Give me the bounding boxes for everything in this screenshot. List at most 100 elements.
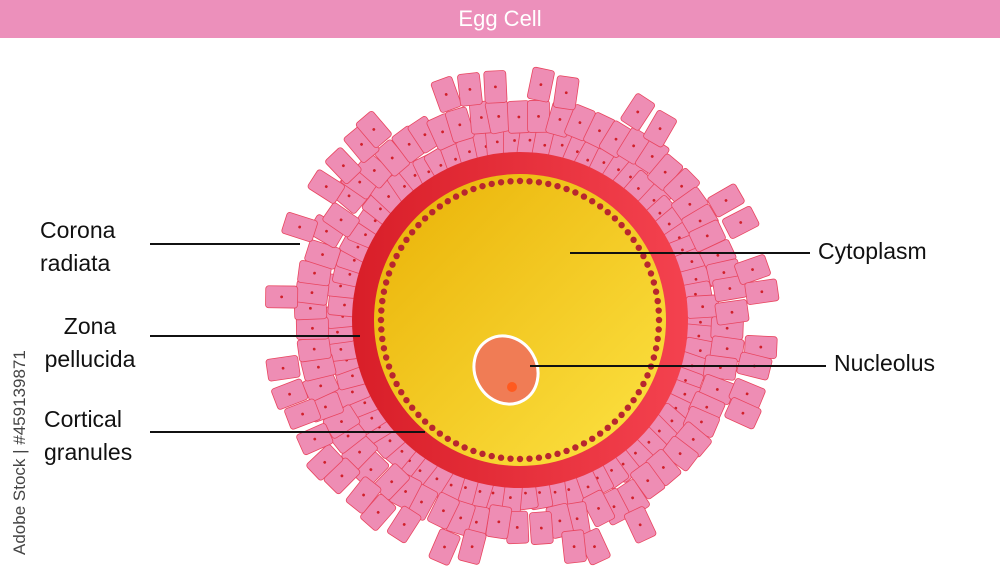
corona-cell-nucleus — [572, 545, 576, 548]
label-line: granules — [44, 439, 133, 465]
corona-cell-nucleus — [281, 366, 285, 370]
corona-cell-nucleus — [423, 133, 427, 137]
corona-cell — [281, 212, 318, 243]
cortical-granule — [378, 307, 385, 314]
corona-cell-nucleus — [363, 401, 367, 405]
corona-cell-nucleus — [681, 248, 684, 252]
corona-cell-nucleus — [602, 161, 606, 164]
corona-cell-nucleus — [370, 416, 374, 420]
corona-cell-nucleus — [647, 440, 651, 444]
corona-cell-nucleus — [351, 390, 354, 394]
corona-cell-nucleus — [340, 420, 343, 423]
cortical-granule — [572, 444, 579, 451]
corona-cell-nucleus — [730, 310, 734, 314]
cortical-granule — [640, 252, 647, 260]
corona-cell-nucleus — [715, 388, 719, 391]
corona-cell — [271, 378, 309, 410]
corona-cell-nucleus — [538, 491, 541, 494]
corona-cell — [284, 398, 321, 430]
corona-cell — [624, 506, 657, 544]
corona-cell-nucleus — [658, 211, 662, 215]
corona-cell-nucleus — [688, 202, 692, 206]
corona-cell-nucleus — [578, 121, 582, 125]
corona-cell-nucleus — [701, 305, 705, 309]
corona-cell-nucleus — [324, 185, 328, 189]
cortical-granule — [618, 411, 625, 419]
corona-cell-nucleus — [441, 130, 444, 134]
corona-cell-nucleus — [339, 284, 342, 288]
cortical-granule — [516, 455, 524, 463]
corona-cell — [722, 206, 760, 239]
cortical-granule — [380, 345, 388, 352]
corona-cell-nucleus — [494, 85, 497, 89]
label-cortical-granules: Cortical granules — [44, 403, 132, 469]
cortical-granule — [497, 454, 505, 461]
cortical-granule — [382, 279, 390, 286]
corona-cell — [355, 110, 392, 148]
corona-cell — [387, 505, 422, 544]
corona-cell-nucleus — [513, 139, 516, 142]
corona-cell-nucleus — [362, 493, 365, 497]
corona-cell — [483, 70, 508, 104]
corona-cell-nucleus — [760, 290, 764, 294]
corona-cell-nucleus — [356, 245, 360, 249]
corona-cell-nucleus — [705, 234, 709, 238]
corona-cell-nucleus — [539, 83, 543, 87]
cortical-granule — [630, 396, 637, 404]
corona-cell-nucleus — [567, 488, 571, 491]
cortical-granule — [479, 450, 486, 458]
corona-cell-nucleus — [364, 233, 367, 237]
cortical-granule — [526, 178, 533, 185]
corona-cell-nucleus — [691, 438, 695, 441]
title-bar: Egg Cell — [0, 0, 1000, 38]
watermark: Adobe Stock | #459139871 — [10, 350, 29, 555]
corona-cell-nucleus — [351, 374, 354, 378]
cortical-granule — [611, 215, 619, 222]
corona-cell-nucleus — [636, 110, 640, 114]
corona-cell — [643, 109, 677, 148]
corona-cell-nucleus — [491, 491, 495, 495]
corona-cell-nucleus — [652, 198, 656, 202]
corona-cell-nucleus — [497, 520, 501, 524]
cortical-granule — [563, 447, 570, 455]
corona-cell-nucleus — [390, 480, 394, 484]
cortical-granule — [389, 372, 396, 379]
nucleus — [472, 334, 540, 406]
corona-cell-nucleus — [372, 169, 376, 172]
cortical-granules — [377, 177, 663, 463]
cortical-granule — [624, 229, 632, 236]
label-cytoplasm: Cytoplasm — [818, 238, 927, 264]
label-corona-radiata: Corona radiata — [40, 214, 115, 280]
corona-cell — [306, 444, 344, 481]
corona-cell-nucleus — [725, 347, 729, 351]
corona-cell — [265, 355, 301, 382]
label-line: radiata — [40, 250, 111, 276]
cortical-granule — [652, 288, 660, 295]
corona-cell-nucleus — [553, 490, 557, 494]
cortical-granule — [497, 179, 505, 186]
cortical-granule — [429, 424, 436, 432]
cortical-granule — [380, 288, 388, 295]
cortical-granule — [596, 430, 604, 437]
corona-cell-nucleus — [728, 287, 732, 290]
cortical-granule — [580, 193, 588, 200]
cortical-granule — [408, 229, 416, 236]
corona-cell-nucleus — [698, 219, 702, 223]
cortical-granule — [604, 208, 611, 216]
corona-cell — [265, 285, 299, 309]
corona-cell-nucleus — [339, 347, 343, 351]
corona-cell-nucleus — [358, 180, 362, 184]
cortical-granule — [488, 180, 495, 188]
corona-cell — [427, 492, 460, 530]
corona-cell-nucleus — [418, 469, 422, 473]
cortical-granule — [654, 335, 661, 343]
corona-cell-nucleus — [694, 277, 698, 281]
cortical-granule — [389, 261, 396, 268]
cortical-granule — [596, 203, 604, 210]
cortical-granule — [378, 326, 385, 333]
cortical-granule — [436, 430, 444, 437]
corona-cell-nucleus — [321, 253, 324, 256]
corona-cell — [322, 202, 360, 238]
label-nucleolus: Nucleolus — [834, 350, 935, 376]
corona-cell-nucleus — [657, 429, 661, 433]
